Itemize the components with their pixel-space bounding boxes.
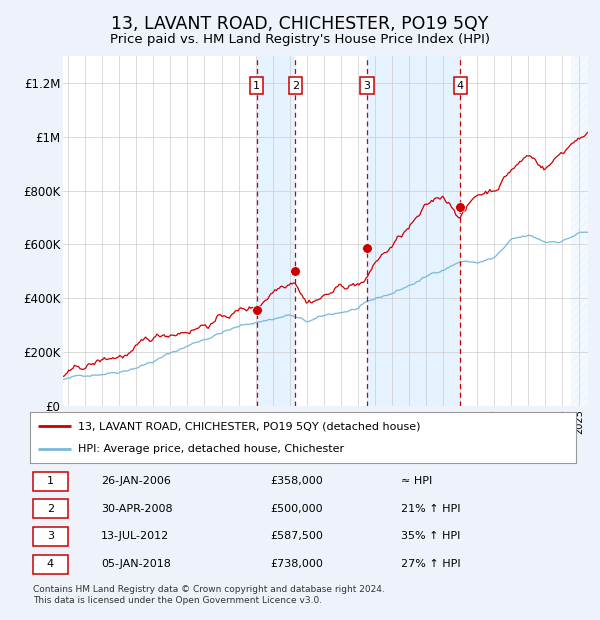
Text: 35% ↑ HPI: 35% ↑ HPI bbox=[401, 531, 461, 541]
Text: 2: 2 bbox=[47, 504, 54, 514]
Text: 05-JAN-2018: 05-JAN-2018 bbox=[101, 559, 171, 569]
Text: 26-JAN-2006: 26-JAN-2006 bbox=[101, 476, 171, 486]
Text: 4: 4 bbox=[457, 81, 464, 91]
Bar bbox=[571, 56, 600, 406]
Text: 27% ↑ HPI: 27% ↑ HPI bbox=[401, 559, 461, 569]
Text: 3: 3 bbox=[47, 531, 54, 541]
Text: 1: 1 bbox=[47, 476, 54, 486]
Bar bbox=[367, 56, 460, 406]
Bar bbox=[257, 56, 295, 406]
Text: 13-JUL-2012: 13-JUL-2012 bbox=[101, 531, 169, 541]
Text: HPI: Average price, detached house, Chichester: HPI: Average price, detached house, Chic… bbox=[78, 445, 344, 454]
Text: 13, LAVANT ROAD, CHICHESTER, PO19 5QY: 13, LAVANT ROAD, CHICHESTER, PO19 5QY bbox=[112, 14, 488, 33]
Text: £500,000: £500,000 bbox=[270, 504, 323, 514]
Text: 21% ↑ HPI: 21% ↑ HPI bbox=[401, 504, 461, 514]
Text: 13, LAVANT ROAD, CHICHESTER, PO19 5QY (detached house): 13, LAVANT ROAD, CHICHESTER, PO19 5QY (d… bbox=[78, 421, 421, 431]
Text: ≈ HPI: ≈ HPI bbox=[401, 476, 433, 486]
FancyBboxPatch shape bbox=[33, 554, 68, 574]
Text: £738,000: £738,000 bbox=[270, 559, 323, 569]
Text: 4: 4 bbox=[47, 559, 54, 569]
Text: 3: 3 bbox=[364, 81, 371, 91]
FancyBboxPatch shape bbox=[33, 472, 68, 491]
Text: £587,500: £587,500 bbox=[270, 531, 323, 541]
Text: Price paid vs. HM Land Registry's House Price Index (HPI): Price paid vs. HM Land Registry's House … bbox=[110, 33, 490, 45]
Text: Contains HM Land Registry data © Crown copyright and database right 2024.
This d: Contains HM Land Registry data © Crown c… bbox=[33, 585, 385, 604]
Text: 2: 2 bbox=[292, 81, 299, 91]
Text: 30-APR-2008: 30-APR-2008 bbox=[101, 504, 173, 514]
FancyBboxPatch shape bbox=[33, 527, 68, 546]
Text: £358,000: £358,000 bbox=[270, 476, 323, 486]
FancyBboxPatch shape bbox=[33, 499, 68, 518]
Text: 1: 1 bbox=[253, 81, 260, 91]
